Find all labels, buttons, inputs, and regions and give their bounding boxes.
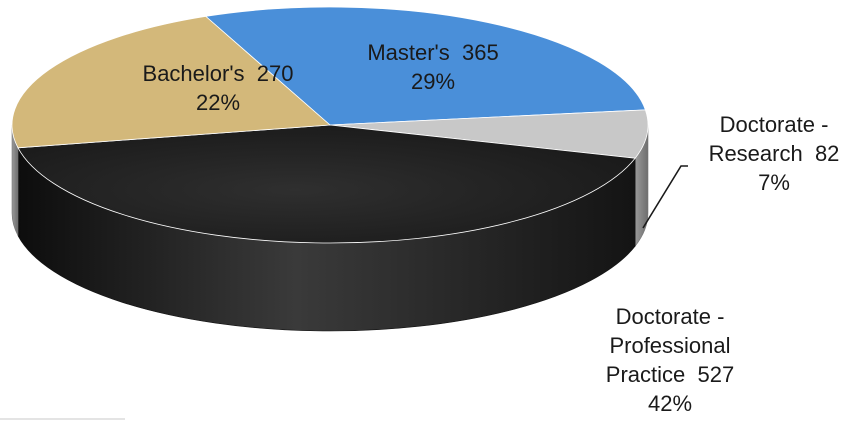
data-label-bachelor-s: Bachelor's 270 22% — [143, 61, 294, 115]
data-label-line: Bachelor's 270 — [143, 61, 294, 86]
leader-line-doctorate-research — [642, 165, 688, 229]
pie-slice-master-s — [204, 6, 646, 126]
data-label-line: Practice 527 — [606, 362, 734, 387]
data-label-doctorate-research: Doctorate - Research 82 7% — [709, 112, 840, 195]
data-label-line: Research 82 — [709, 141, 840, 166]
data-label-line: 29% — [411, 69, 455, 94]
pie-slices — [11, 6, 649, 244]
data-label-line: Doctorate - — [616, 304, 725, 329]
data-label-doctorate-professional-practice: Doctorate - Professional Practice 527 42% — [606, 304, 734, 416]
pie-slice-doctorate-research — [329, 109, 649, 159]
data-label-line: Doctorate - — [720, 112, 829, 137]
data-label-line: 22% — [196, 90, 240, 115]
data-label-line: 7% — [758, 170, 790, 195]
pie-slice-bachelor-s — [11, 15, 331, 149]
leader-lines — [642, 165, 688, 229]
data-labels: Master's 365 29%Doctorate -Research 82 7%D… — [143, 40, 840, 416]
data-label-line: Professional — [609, 333, 730, 358]
pie-side-walls — [11, 124, 649, 332]
pie-slice-doctorate-professional-practice — [17, 124, 636, 244]
data-label-line: Master's 365 — [367, 40, 498, 65]
data-label-master-s: Master's 365 29% — [367, 40, 498, 94]
data-label-line: 42% — [648, 391, 692, 416]
